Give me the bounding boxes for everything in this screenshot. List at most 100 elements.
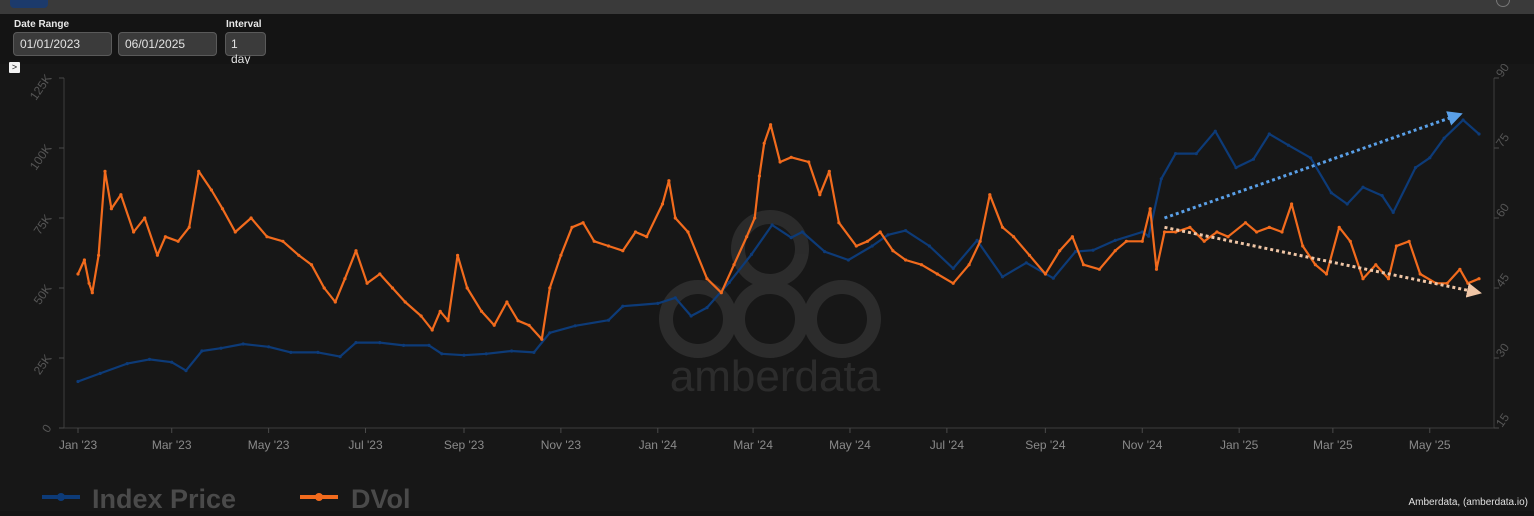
window-control-icon[interactable] (1496, 0, 1510, 7)
point-dvol (1361, 277, 1365, 281)
point-dvol (1097, 267, 1101, 271)
point-index-price (200, 349, 204, 353)
point-index-price (870, 244, 874, 248)
point-dvol (109, 207, 113, 211)
point-index-price (1251, 157, 1255, 161)
point-index-price (289, 350, 293, 354)
interval-select[interactable]: 1 day (225, 32, 266, 66)
point-dvol (97, 253, 101, 257)
x-tick-label: May '24 (829, 438, 871, 452)
series-line-dvol (76, 123, 1480, 341)
point-dvol (265, 235, 269, 239)
point-index-price (846, 258, 851, 262)
point-dvol (143, 216, 147, 220)
point-index-price (510, 349, 514, 353)
point-index-price (823, 250, 827, 254)
point-dvol (233, 230, 237, 234)
point-dvol (309, 263, 314, 267)
y-right-tick-label: 45 (1493, 270, 1512, 289)
point-dvol (1162, 230, 1167, 234)
point-index-price (219, 346, 223, 350)
point-index-price (1194, 152, 1198, 156)
point-index-price (1147, 234, 1151, 238)
x-tick-label: Jan '24 (639, 438, 678, 452)
point-index-price (927, 244, 932, 248)
point-index-price (378, 341, 382, 345)
point-dvol (865, 239, 870, 243)
point-dvol (430, 328, 434, 332)
point-dvol (492, 323, 496, 327)
point-dvol (1267, 225, 1271, 229)
point-dvol (378, 272, 382, 276)
point-dvol (686, 230, 690, 234)
point-dvol (967, 263, 971, 267)
x-tick-label: May '25 (1409, 438, 1451, 452)
point-dvol (673, 216, 677, 220)
point-index-price (1442, 136, 1446, 140)
point-dvol (719, 291, 723, 295)
interval-label: Interval (226, 19, 262, 30)
y-right-tick-label: 90 (1493, 64, 1512, 80)
x-tick-label: Jan '23 (59, 438, 98, 452)
point-index-price (147, 357, 152, 361)
point-index-price (1329, 191, 1333, 195)
point-index-price (1361, 185, 1365, 189)
point-dvol (82, 258, 86, 262)
point-dvol (403, 300, 407, 304)
point-dvol (878, 230, 882, 234)
point-dvol (132, 230, 136, 234)
legend-item-index-price[interactable]: Index Price (42, 484, 236, 514)
x-tick-label: May '23 (248, 438, 290, 452)
end-date-input[interactable]: 06/01/2025 (118, 32, 217, 56)
point-index-price (904, 229, 908, 233)
y-right-tick-label: 75 (1493, 130, 1512, 149)
point-dvol (891, 249, 895, 253)
point-dvol (505, 300, 509, 304)
point-dvol (757, 174, 762, 178)
index-uptrend-arrow (1163, 111, 1463, 220)
point-index-price (800, 230, 804, 234)
point-dvol (633, 230, 638, 234)
point-dvol (479, 309, 484, 313)
point-index-price (184, 369, 188, 373)
point-dvol (818, 193, 822, 197)
point-dvol (119, 193, 123, 197)
point-index-price (689, 314, 693, 318)
point-index-price (1073, 250, 1078, 254)
x-tick-label: Nov '23 (541, 438, 582, 452)
start-date-input[interactable]: 01/01/2023 (13, 32, 112, 56)
point-dvol (1012, 235, 1016, 239)
point-index-price (402, 343, 406, 347)
point-dvol (827, 169, 831, 173)
point-dvol (667, 179, 671, 183)
point-dvol (1058, 249, 1062, 253)
point-index-price (1000, 275, 1005, 279)
legend-item-dvol[interactable]: DVol (300, 484, 411, 514)
point-dvol (516, 319, 520, 323)
expand-toggle[interactable]: > (9, 62, 20, 73)
point-dvol (1124, 239, 1128, 243)
point-dvol (343, 277, 347, 281)
point-dvol (606, 244, 611, 248)
point-index-price (1267, 132, 1271, 136)
point-dvol (1337, 225, 1341, 229)
amberdata-logo (10, 0, 48, 8)
x-tick-label: Mar '25 (1313, 438, 1353, 452)
point-index-price (1391, 210, 1395, 214)
point-dvol (807, 160, 811, 164)
point-index-price (1234, 166, 1238, 170)
point-index-price (1345, 202, 1349, 206)
point-index-price (951, 266, 955, 270)
point-index-price (76, 379, 80, 384)
point-index-price (1413, 166, 1418, 170)
x-tick-label: Sep '23 (444, 438, 485, 452)
point-dvol (778, 160, 782, 164)
point-index-price (267, 345, 271, 349)
point-dvol (919, 263, 924, 267)
point-dvol (76, 272, 80, 276)
point-dvol (1148, 207, 1152, 211)
point-dvol (762, 141, 766, 145)
watermark: amberdata (659, 210, 881, 401)
point-dvol (1477, 277, 1481, 281)
point-dvol (1255, 230, 1259, 234)
